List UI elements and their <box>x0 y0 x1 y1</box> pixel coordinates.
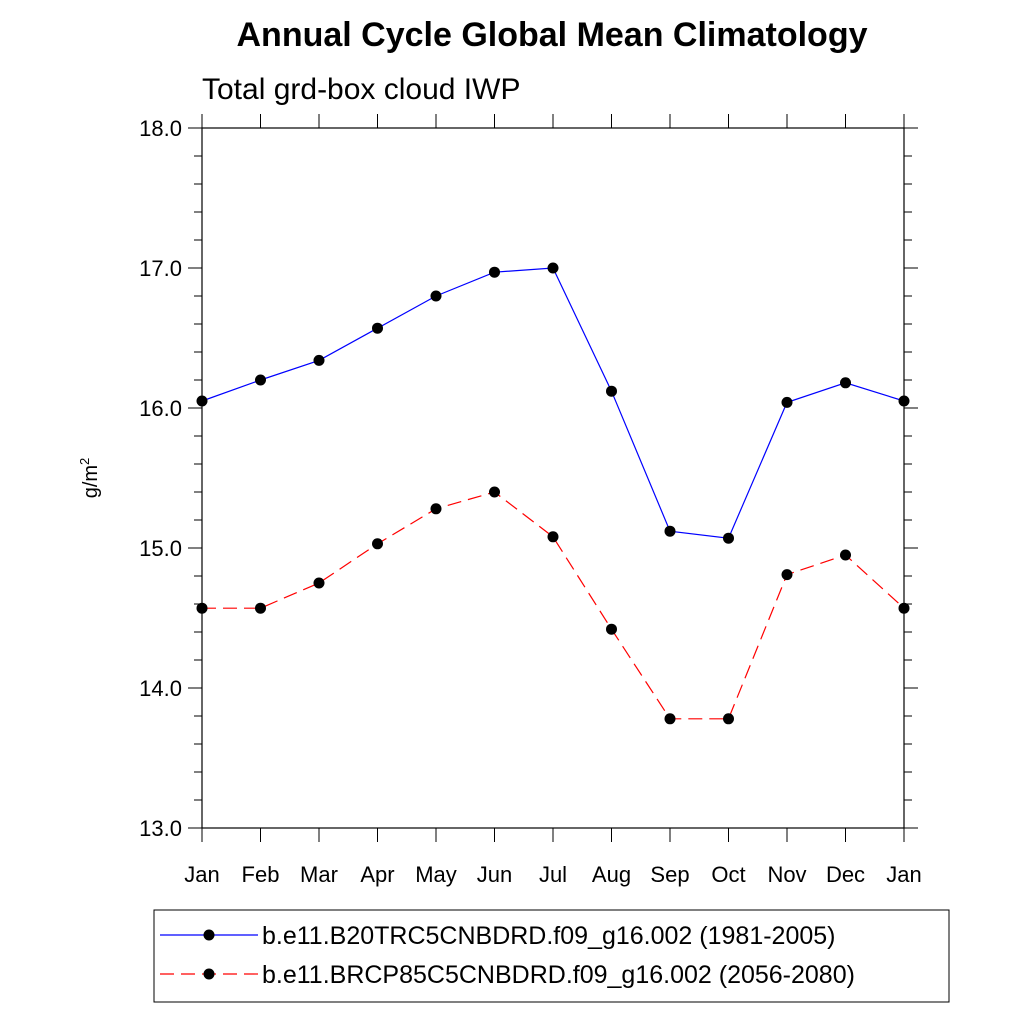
data-point <box>372 538 383 550</box>
legend-label: b.e11.B20TRC5CNBDRD.f09_g16.002 (1981-20… <box>262 922 836 950</box>
x-tick-label: Jun <box>477 862 512 887</box>
x-tick-label: Dec <box>826 862 865 887</box>
legend-entry-2: b.e11.BRCP85C5CNBDRD.f09_g16.002 (2056-2… <box>160 961 855 989</box>
data-point <box>196 602 208 614</box>
data-point <box>606 623 617 635</box>
data-point <box>255 374 266 386</box>
data-point <box>723 713 734 725</box>
data-point <box>547 262 559 274</box>
legend-label: b.e11.BRCP85C5CNBDRD.f09_g16.002 (2056-2… <box>262 961 855 989</box>
y-tick-label: 14.0 <box>139 676 182 701</box>
data-point <box>781 569 793 581</box>
data-point <box>430 503 442 515</box>
x-tick-label: May <box>415 862 457 887</box>
data-point <box>547 531 559 543</box>
data-point <box>781 396 793 408</box>
chart-subtitle: Total grd-box cloud IWP <box>202 73 520 106</box>
data-point <box>196 395 208 407</box>
x-tick-label: Sep <box>650 862 689 887</box>
chart-title: Annual Cycle Global Mean Climatology <box>237 16 868 54</box>
data-point <box>664 525 676 537</box>
series-layer <box>196 262 910 725</box>
y-tick-label: 15.0 <box>139 536 182 561</box>
data-point <box>840 549 851 561</box>
data-point <box>840 377 851 389</box>
x-tick-label: Jan <box>886 862 921 887</box>
data-point <box>430 290 442 302</box>
legend-marker <box>203 929 215 941</box>
legend-marker <box>203 968 215 980</box>
data-point <box>313 577 325 589</box>
data-point <box>255 602 266 614</box>
data-point <box>372 322 383 334</box>
data-point <box>313 354 325 366</box>
data-point <box>489 486 500 498</box>
x-tick-label: Oct <box>711 862 745 887</box>
series-1 <box>196 262 910 544</box>
series-line <box>201 267 905 539</box>
data-point <box>898 602 910 614</box>
y-tick-label: 13.0 <box>139 816 182 841</box>
data-point <box>489 266 500 278</box>
x-tick-label: Apr <box>360 862 394 887</box>
y-tick-label: 16.0 <box>139 396 182 421</box>
axes: 13.0 14.0 15.0 16.0 17.0 18.0 Jan Feb Mar Apr May J… <box>139 114 922 887</box>
legend-box <box>153 909 950 1003</box>
legend: b.e11.B20TRC5CNBDRD.f09_g16.002 (1981-20… <box>153 909 950 1003</box>
series-line <box>202 491 905 720</box>
x-tick-label: Jan <box>184 862 219 887</box>
y-tick-label: 17.0 <box>139 256 182 281</box>
y-tick-label: 18.0 <box>139 116 182 141</box>
x-tick-label: Jul <box>539 862 567 887</box>
plot-frame <box>201 127 905 829</box>
data-point <box>723 532 734 544</box>
data-point <box>664 713 676 725</box>
x-tick-label: Aug <box>592 862 631 887</box>
x-tick-label: Nov <box>767 862 806 887</box>
data-point <box>606 385 617 397</box>
legend-items: b.e11.B20TRC5CNBDRD.f09_g16.002 (1981-20… <box>160 922 855 989</box>
y-axis-label-text: g/m <box>80 465 102 498</box>
x-tick-label: Feb <box>242 862 280 887</box>
x-tick-label: Mar <box>300 862 338 887</box>
series-2 <box>196 486 910 725</box>
y-axis-label-superscript: 2 <box>77 458 92 465</box>
y-axis-label: g/m2 <box>77 458 102 499</box>
legend-entry-1: b.e11.B20TRC5CNBDRD.f09_g16.002 (1981-20… <box>160 922 836 950</box>
data-point <box>898 395 910 407</box>
